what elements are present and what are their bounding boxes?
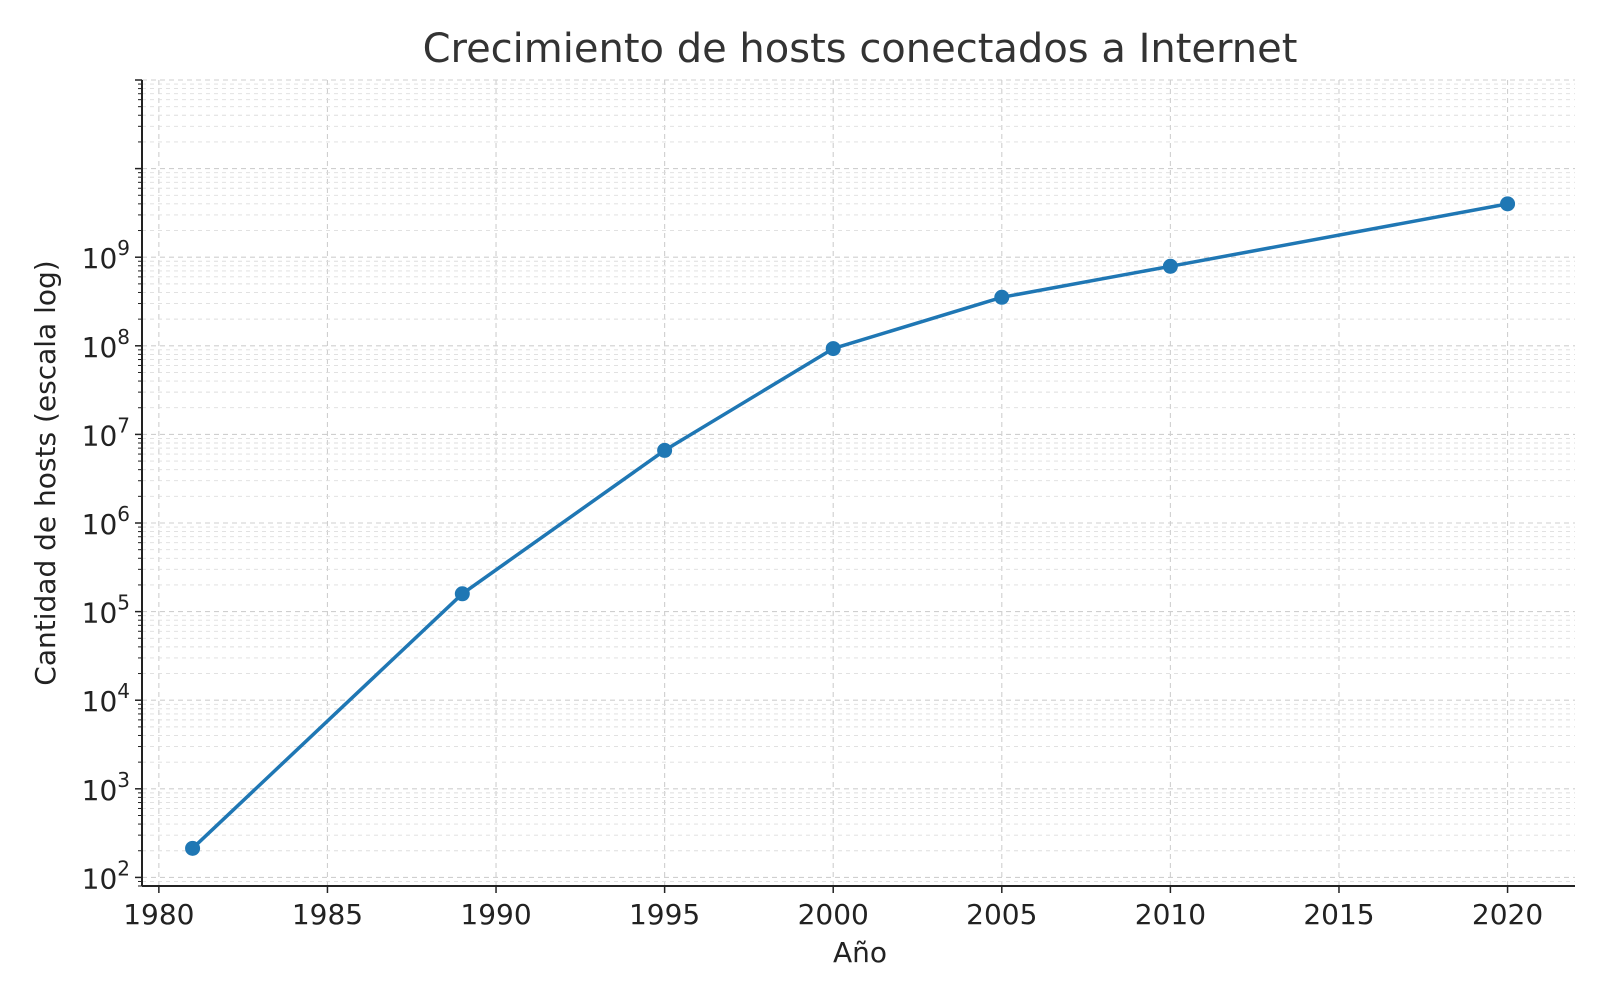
y-tick-label: 104 bbox=[82, 679, 130, 718]
x-axis-label: Año bbox=[833, 936, 887, 969]
chart-title: Crecimiento de hosts conectados a Intern… bbox=[423, 26, 1298, 72]
y-tick-label: 107 bbox=[82, 413, 130, 452]
data-point bbox=[657, 442, 673, 458]
series-line bbox=[190, 202, 1510, 851]
y-tick-label: 108 bbox=[82, 325, 130, 364]
series-layer bbox=[185, 196, 1516, 856]
x-tick-label: 1980 bbox=[123, 898, 194, 931]
data-point bbox=[185, 840, 201, 856]
y-tick-label: 106 bbox=[82, 502, 130, 541]
axes bbox=[141, 80, 1575, 887]
y-tick-label: 105 bbox=[82, 591, 130, 630]
x-tick-label: 2015 bbox=[1303, 898, 1374, 931]
data-point bbox=[825, 341, 841, 357]
x-tick-label: 2005 bbox=[966, 898, 1037, 931]
data-point bbox=[1500, 196, 1516, 212]
x-tick-label: 1985 bbox=[292, 898, 363, 931]
x-tick-label: 2020 bbox=[1472, 898, 1543, 931]
x-tick-label: 2000 bbox=[798, 898, 869, 931]
y-axis-label: Cantidad de hosts (escala log) bbox=[29, 260, 62, 685]
y-tick-label: 109 bbox=[82, 236, 130, 275]
data-point bbox=[454, 586, 470, 602]
x-tick-label: 1990 bbox=[460, 898, 531, 931]
x-tick-label: 2010 bbox=[1135, 898, 1206, 931]
data-point bbox=[994, 289, 1010, 305]
y-tick-label: 103 bbox=[82, 768, 130, 807]
tick-labels: 1980 1985 1990 1995 2000 2005 2010 2015 2020 102 1… bbox=[82, 79, 1543, 931]
y-tick-label: 102 bbox=[82, 856, 130, 895]
grid bbox=[142, 79, 1575, 887]
x-tick-label: 1995 bbox=[629, 898, 700, 931]
data-point bbox=[1162, 258, 1178, 274]
